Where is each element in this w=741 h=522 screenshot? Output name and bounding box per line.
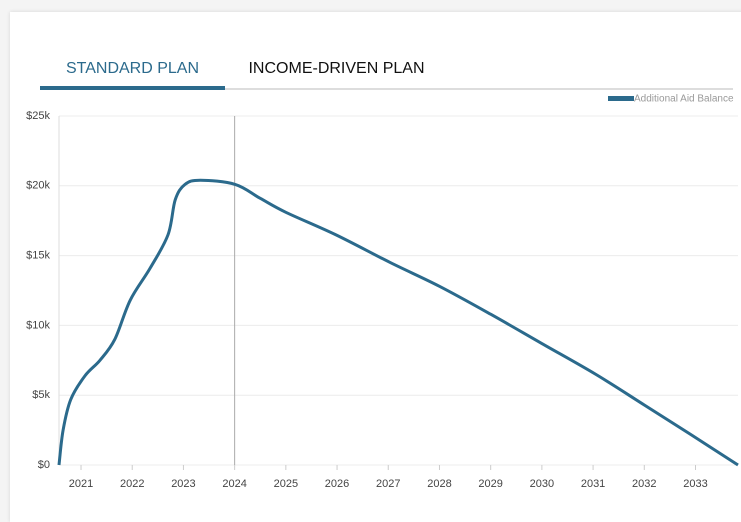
active-tab-underline: [40, 86, 225, 90]
y-tick-label: $5k: [32, 389, 50, 401]
x-tick-label: 2029: [478, 478, 502, 490]
x-tick-label: 2022: [120, 478, 144, 490]
tab[interactable]: STANDARD PLAN: [66, 60, 199, 77]
x-tick-label: 2026: [325, 478, 349, 490]
x-tick-label: 2025: [274, 478, 298, 490]
x-tick-label: 2024: [222, 478, 246, 490]
x-tick-label: 2030: [530, 478, 554, 490]
y-tick-label: $20k: [26, 180, 50, 192]
x-tick-label: 2031: [581, 478, 605, 490]
x-tick-label: 2033: [683, 478, 707, 490]
x-tick-label: 2021: [69, 478, 93, 490]
x-tick-label: 2023: [171, 478, 195, 490]
x-tick-label: 2028: [427, 478, 451, 490]
tab[interactable]: INCOME-DRIVEN PLAN: [248, 60, 424, 77]
y-tick-label: $15k: [26, 250, 50, 262]
x-tick-label: 2027: [376, 478, 400, 490]
y-tick-label: $25k: [26, 110, 50, 122]
line-series: [57, 178, 739, 467]
legend-swatch: [608, 96, 634, 101]
y-tick-label: $0: [38, 459, 50, 471]
legend-label: Additional Aid Balance: [634, 94, 734, 105]
x-tick-label: 2032: [632, 478, 656, 490]
y-tick-label: $10k: [26, 319, 50, 331]
